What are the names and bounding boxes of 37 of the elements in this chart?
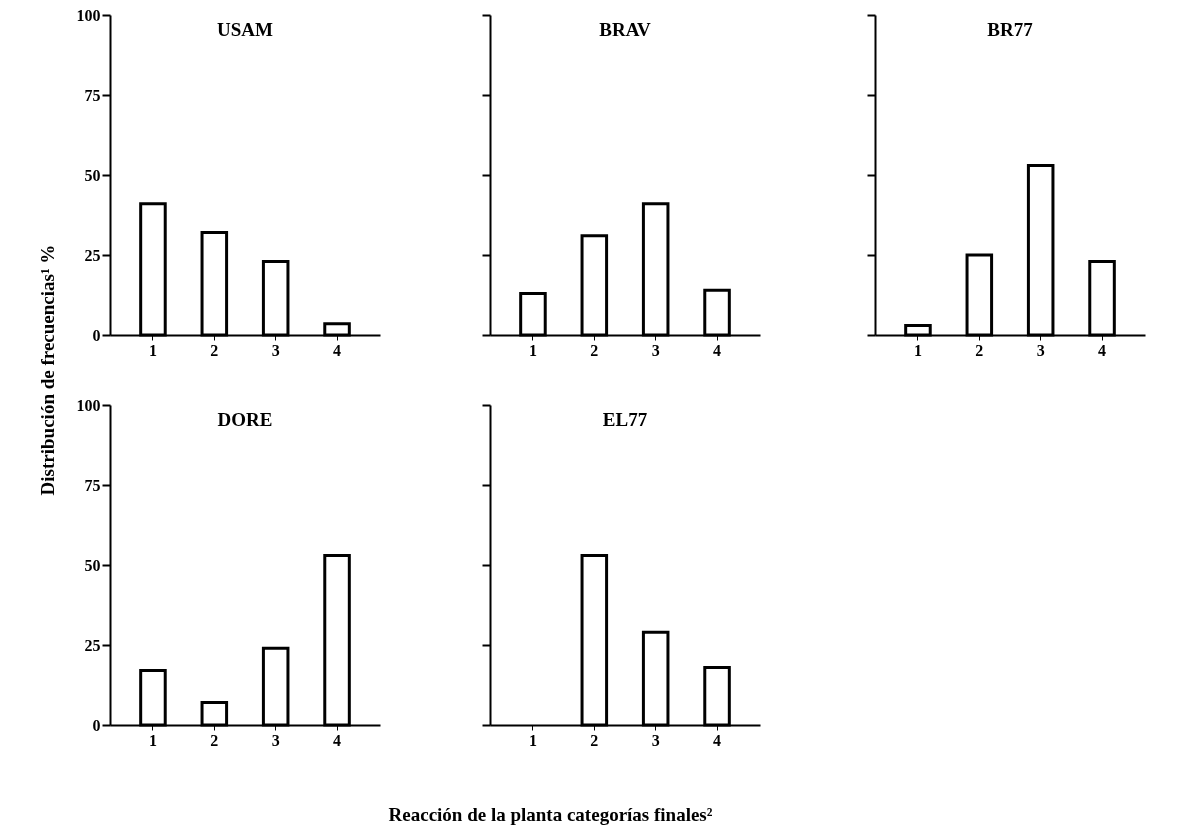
chart-title: BRAV [599, 19, 651, 40]
y-tick-label: 50 [84, 166, 101, 184]
x-tick-label: 1 [148, 341, 157, 359]
chart-title: USAM [217, 19, 274, 40]
x-tick-label: 2 [210, 731, 219, 749]
x-tick-label: 4 [1098, 341, 1107, 359]
x-tick-label: 3 [651, 731, 660, 749]
x-tick-label: 1 [528, 341, 537, 359]
x-tick-label: 2 [590, 341, 599, 359]
x-tick-label: 3 [271, 341, 280, 359]
x-axis-title: Reacción de la planta categorías finales² [388, 803, 713, 825]
y-tick-label: 100 [76, 6, 101, 24]
x-tick-label: 4 [333, 731, 342, 749]
y-tick-label: 25 [84, 246, 101, 264]
x-tick-label: 2 [590, 731, 599, 749]
y-tick-label: 0 [92, 326, 101, 344]
chart-title: BR77 [987, 19, 1034, 40]
y-tick-label: 0 [92, 716, 101, 734]
y-tick-label: 50 [84, 556, 101, 574]
y-tick-label: 75 [84, 476, 101, 494]
y-tick-label: 75 [84, 86, 101, 104]
x-tick-label: 4 [713, 341, 722, 359]
x-tick-label: 3 [271, 731, 280, 749]
chart-title: EL77 [602, 409, 648, 430]
x-tick-label: 2 [210, 341, 219, 359]
x-tick-label: 3 [1036, 341, 1045, 359]
y-tick-label: 25 [84, 636, 101, 654]
x-tick-label: 2 [975, 341, 984, 359]
x-tick-label: 3 [651, 341, 660, 359]
x-tick-label: 4 [333, 341, 342, 359]
x-tick-label: 1 [528, 731, 537, 749]
y-axis-title: Distribución de frecuencias¹ % [37, 244, 58, 496]
x-tick-label: 1 [148, 731, 157, 749]
y-tick-label: 100 [76, 396, 101, 414]
chart-title: DORE [217, 409, 273, 430]
x-tick-label: 4 [713, 731, 722, 749]
x-tick-label: 1 [913, 341, 922, 359]
